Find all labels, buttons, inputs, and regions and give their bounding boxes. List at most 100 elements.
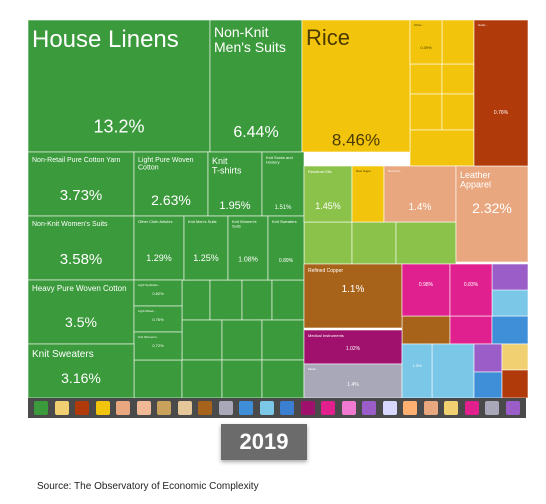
treemap-value-knit-womens-suits: 1.08% — [238, 257, 258, 264]
treemap-filler-tile — [501, 369, 529, 399]
treemap-value-residual-oils: 1.45% — [315, 201, 341, 211]
treemap-tile-raw-sugar — [351, 165, 385, 223]
legend-paper-icon[interactable] — [403, 401, 417, 415]
legend-mineral_brown-icon[interactable] — [198, 401, 212, 415]
treemap-value-knit-sweaters-small: 0.89% — [279, 258, 294, 264]
treemap-value-leather-apparel: 2.32% — [472, 200, 512, 216]
treemap-value-knit-t-shirts: 1.95% — [219, 200, 250, 212]
treemap-filler-tile — [221, 359, 263, 399]
treemap-label-house-linens: House Linens — [32, 26, 179, 53]
legend-instruments-icon[interactable] — [300, 401, 315, 415]
treemap-label-metal-scrap: Metal... — [308, 367, 318, 371]
treemap-tile-chem-b — [449, 263, 493, 317]
treemap-label-light-pure-woven-cotton: Light Pure Woven Cotton — [138, 157, 194, 172]
treemap-label-light-synthetic: Light Synthetic... — [138, 283, 160, 287]
legend-misc-icon[interactable] — [362, 401, 376, 415]
treemap-filler-tile — [473, 371, 503, 399]
legend-hides_light-icon[interactable] — [136, 401, 151, 415]
treemap-label-rice: Rice — [306, 25, 350, 50]
treemap-filler-tile — [271, 279, 305, 321]
treemap-value-medical-instruments: 1.02% — [346, 346, 361, 352]
legend-weapons-icon[interactable] — [54, 401, 69, 415]
treemap-tile-knit-sweaters — [27, 343, 135, 399]
treemap-tile-knit-sweaters-small — [267, 215, 305, 281]
legend-wood-icon[interactable] — [157, 401, 171, 415]
treemap-filler-tile — [409, 63, 443, 95]
treemap-label-knit-sweaters-small: Knit Sweaters — [272, 219, 297, 224]
treemap-label-knit-t-shirts: Knit T-shirts — [212, 156, 242, 176]
treemap-value-non-knit-mens-suits: 6.44% — [233, 124, 278, 141]
treemap-filler-tile — [133, 359, 183, 399]
legend-electric-icon[interactable] — [259, 401, 274, 415]
legend-textiles-icon[interactable] — [34, 401, 48, 415]
treemap-tile-veg-small-a — [409, 19, 443, 65]
treemap-filler-tile — [401, 315, 451, 345]
treemap-filler-tile — [351, 221, 397, 265]
treemap-filler-tile — [221, 319, 263, 361]
treemap-value-refined-copper: 1.1% — [342, 284, 365, 295]
treemap-filler-tile — [261, 359, 305, 399]
treemap-value-light-synthetic: 0.82% — [152, 291, 164, 296]
legend-transport-icon[interactable] — [280, 401, 294, 415]
treemap-filler-tile — [409, 129, 475, 167]
treemap-value-rice: 8.46% — [332, 131, 380, 150]
treemap-value-knit-mens-suits: 1.25% — [193, 253, 219, 263]
treemap-filler-tile — [431, 343, 475, 399]
legend-hides-icon[interactable] — [116, 401, 130, 415]
legend-chemicals-icon[interactable] — [321, 401, 335, 415]
treemap-value-knit-socks: 1.51% — [274, 205, 292, 211]
treemap-label-non-knit-mens-suits: Non-Knit Men's Suits — [214, 24, 286, 55]
treemap-tile-knit-socks — [261, 151, 305, 217]
treemap-label-light-mixed: Light Mixed... — [138, 309, 156, 313]
treemap-tile-leather-apparel — [455, 165, 529, 263]
treemap-value-veg-small-a: 0.39% — [420, 45, 432, 50]
treemap-filler-tile — [441, 63, 475, 95]
legend-vegetable-icon[interactable] — [95, 401, 110, 415]
treemap-value-foodstuff-red: 0.76% — [494, 110, 509, 116]
treemap-tile-non-knit-leather — [383, 165, 457, 223]
legend-misc-icon[interactable] — [505, 401, 520, 415]
treemap-filler-tile — [441, 19, 475, 65]
treemap-tile-knit-mens-suits — [183, 215, 229, 281]
treemap-tile-light-synthetic — [133, 279, 183, 307]
treemap-label-knit-socks: Knit Socks and Hosiery — [266, 155, 293, 164]
legend-jewelry-icon[interactable] — [382, 401, 397, 415]
legend-machines-icon[interactable] — [239, 401, 253, 415]
treemap-filler-tile — [261, 319, 305, 361]
legend-foodstuffs-icon[interactable] — [75, 401, 89, 415]
treemap-tile-rice — [301, 19, 411, 153]
treemap-label-other-cloth-articles: Other Cloth Articles — [138, 219, 172, 224]
treemap-label-refined-copper: Refined Copper — [308, 268, 343, 274]
legend-plastics-icon[interactable] — [341, 401, 356, 415]
treemap-tile-light-pure-woven-cotton — [133, 151, 209, 217]
treemap-value-knit-womens: 0.72% — [152, 343, 164, 348]
treemap-value-chem-a: 0.98% — [419, 282, 434, 288]
legend-stone-icon[interactable] — [177, 401, 192, 415]
legend-weapons-icon[interactable] — [444, 401, 458, 415]
treemap-tile-other-cloth-articles — [133, 215, 185, 281]
treemap-tile-refined-copper — [303, 263, 403, 329]
treemap-value-house-linens: 13.2% — [93, 116, 144, 136]
treemap-filler-tile — [181, 359, 223, 399]
treemap-value-non-knit-womens-suits: 3.58% — [60, 251, 103, 268]
legend-hides-icon[interactable] — [423, 401, 438, 415]
treemap-label-veg-small-a: Other... — [414, 23, 424, 27]
treemap-value-other-cloth-articles: 1.29% — [146, 253, 172, 263]
legend-metals-icon[interactable] — [485, 401, 499, 415]
treemap-label-knit-mens-suits: Knit Men's Suits — [188, 219, 217, 224]
treemap-label-knit-sweaters: Knit Sweaters — [32, 349, 94, 360]
legend-chemicals-icon[interactable] — [464, 401, 479, 415]
treemap-filler-tile — [395, 221, 457, 265]
treemap-value-non-knit-leather: 1.4% — [409, 202, 432, 213]
treemap-label-medical-instruments: Medical Instruments — [308, 333, 344, 338]
treemap-value-heavy-pure-woven-cotton: 3.5% — [65, 314, 97, 330]
treemap-tile-chem-a — [401, 263, 451, 317]
treemap-tile-house-linens — [27, 19, 211, 153]
treemap-tile-foodstuff-red — [473, 19, 529, 167]
legend-metals-icon[interactable] — [218, 401, 233, 415]
treemap-value-metal-scrap: 1.4% — [347, 382, 359, 388]
treemap-filler-tile — [441, 93, 475, 131]
treemap-filler-tile — [181, 319, 223, 361]
treemap-label-heavy-pure-woven-cotton: Heavy Pure Woven Cotton — [32, 284, 127, 293]
